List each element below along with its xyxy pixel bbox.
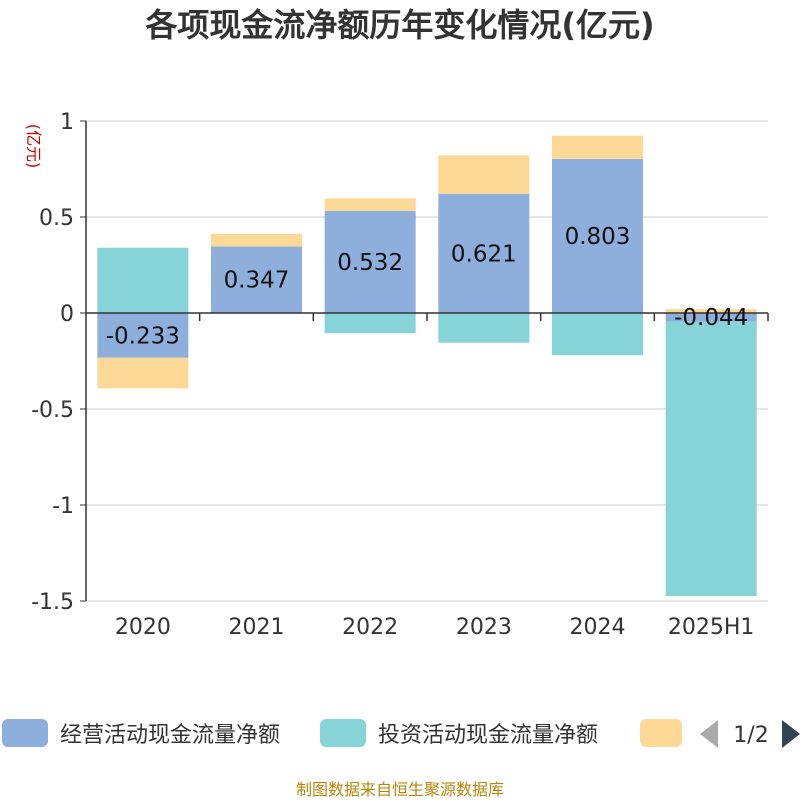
data-labels: -0.233 0.347 0.532 0.621 0.803 -0.044	[106, 224, 748, 349]
grid-lines	[86, 120, 768, 602]
bar-2022-series-2	[324, 198, 416, 211]
bar-2023-series-2	[438, 155, 530, 194]
bar-2024-series-1	[552, 313, 643, 356]
legend-swatch-financing[interactable]	[640, 719, 682, 747]
y-tick-label: -1	[52, 494, 74, 519]
bar-2023-series-1	[438, 313, 530, 343]
bar-2022-series-1	[324, 313, 416, 334]
bar-2025H1-series-2	[665, 309, 757, 313]
data-source-note: 制图数据来自恒生聚源数据库	[296, 780, 504, 799]
legend: 经营活动现金流量净额 投资活动现金流量净额 1/2	[2, 719, 800, 748]
y-tick-label: 0	[60, 302, 74, 327]
bar-2020-series-1	[97, 247, 189, 313]
legend-swatch-investing[interactable]	[320, 719, 366, 747]
y-tick-label: 0.5	[39, 206, 74, 231]
bar-2021-series-2	[211, 233, 302, 247]
bar-2020-series-2	[97, 357, 189, 389]
x-tick-label-2022: 2022	[342, 615, 398, 640]
y-tick-label: 1	[60, 110, 74, 135]
bar-2025H1-series-1	[665, 321, 757, 597]
x-tick-label-2025H1: 2025H1	[668, 615, 755, 640]
x-tick-label-2021: 2021	[229, 615, 285, 640]
data-label-2021: 0.347	[224, 268, 290, 294]
data-label-2024: 0.803	[565, 224, 631, 250]
bar-2022-series-0	[324, 210, 416, 313]
bar-2023-series-0	[438, 193, 530, 313]
legend-next-page-icon[interactable]	[782, 720, 800, 748]
chart-title: 各项现金流净额历年变化情况(亿元)	[145, 6, 654, 44]
legend-prev-page-icon[interactable]	[700, 720, 718, 748]
axes: 1 0.5 0 -0.5 -1 -1.5 2020 2021 2022 2023 2024 2025H…	[31, 110, 769, 640]
data-label-2020: -0.233	[106, 323, 180, 349]
bar-2021-series-0	[211, 246, 302, 313]
data-label-2023: 0.621	[451, 241, 517, 267]
y-tick-label: -1.5	[31, 590, 74, 615]
bar-2025H1-series-0	[665, 313, 757, 322]
bar-2024-series-2	[552, 135, 643, 159]
x-tick-label-2020: 2020	[115, 615, 171, 640]
data-label-2025H1: -0.044	[674, 305, 748, 331]
legend-swatch-operating[interactable]	[2, 719, 48, 747]
y-tick-label: -0.5	[31, 398, 74, 423]
x-tick-label-2023: 2023	[456, 615, 512, 640]
y-axis-label: (亿元)	[24, 124, 43, 169]
data-label-2022: 0.532	[337, 250, 403, 276]
legend-page-indicator: 1/2	[733, 723, 768, 748]
legend-label-operating[interactable]: 经营活动现金流量净额	[60, 723, 280, 748]
bar-2020-series-0	[97, 313, 189, 358]
x-tick-label-2024: 2024	[570, 615, 626, 640]
bar-2024-series-0	[552, 158, 643, 313]
bars	[97, 135, 757, 597]
legend-label-investing[interactable]: 投资活动现金流量净额	[378, 723, 598, 748]
